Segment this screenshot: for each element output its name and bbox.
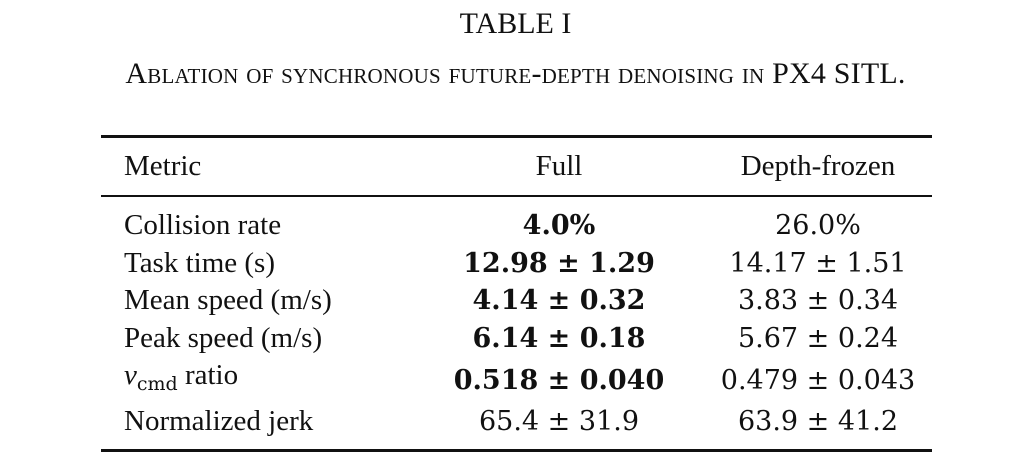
table-row: vcmd ratio 0.518 ± 0.040 0.479 ± 0.043: [101, 357, 932, 403]
metric-label: Peak speed (m/s): [124, 321, 323, 354]
table-row: Normalized jerk 65.4 ± 31.9 63.9 ± 41.2: [101, 403, 932, 450]
table-row: Task time (s) 12.98 ± 1.29 14.17 ± 1.51: [101, 245, 932, 283]
metric-label: vcmd ratio: [101, 357, 414, 403]
frozen-value: 26.0%: [775, 210, 861, 242]
full-value: 6.14 ± 0.18: [472, 322, 646, 354]
metric-subscript: cmd: [136, 373, 178, 395]
header-metric: Metric: [124, 150, 202, 182]
metric-symbol: v: [124, 359, 137, 391]
metric-label: Mean speed (m/s): [124, 284, 332, 317]
full-value: 4.0%: [522, 210, 596, 242]
metric-label: Task time (s): [124, 246, 275, 279]
full-value: 0.518 ± 0.040: [453, 364, 665, 396]
metric-label: Collision rate: [124, 209, 282, 242]
table-row: Collision rate 4.0% 26.0%: [101, 196, 932, 245]
results-table-container: Metric Full Depth-frozen Collision rate …: [101, 135, 932, 452]
table-header-row: Metric Full Depth-frozen: [101, 136, 932, 196]
table-label: TABLE I: [459, 7, 572, 40]
frozen-value: 14.17 ± 1.51: [729, 247, 907, 279]
ablation-table: Metric Full Depth-frozen Collision rate …: [101, 135, 932, 452]
full-value: 12.98 ± 1.29: [463, 247, 655, 279]
table-row: Peak speed (m/s) 6.14 ± 0.18 5.67 ± 0.24: [101, 320, 932, 358]
frozen-value: 63.9 ± 41.2: [737, 406, 899, 438]
header-depth-frozen: Depth-frozen: [740, 150, 896, 182]
frozen-value: 0.479 ± 0.043: [720, 364, 916, 396]
table-row: Mean speed (m/s) 4.14 ± 0.32 3.83 ± 0.34: [101, 282, 932, 320]
frozen-value: 5.67 ± 0.24: [737, 322, 899, 354]
metric-label: Normalized jerk: [124, 405, 314, 438]
full-value: 4.14 ± 0.32: [472, 285, 646, 317]
header-full: Full: [535, 150, 583, 182]
full-value: 65.4 ± 31.9: [478, 406, 640, 438]
table-caption: Ablation of synchronous future-depth den…: [125, 57, 906, 90]
metric-label-text: ratio: [184, 359, 239, 391]
frozen-value: 3.83 ± 0.34: [737, 285, 899, 317]
